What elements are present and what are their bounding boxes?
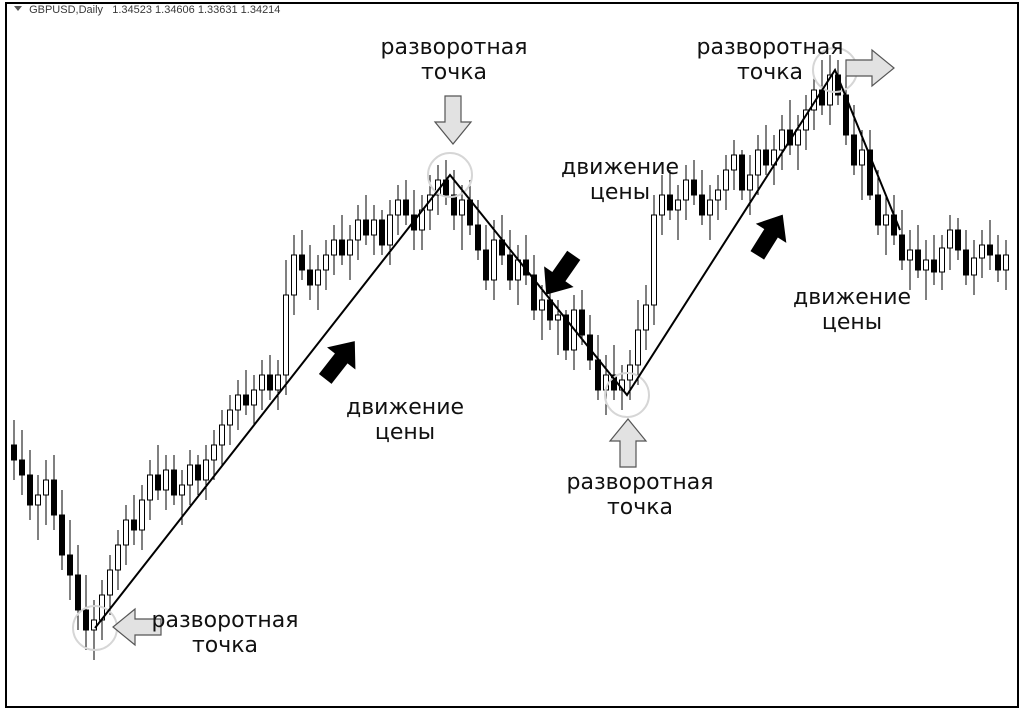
label-pivot-top-1: разворотнаяточка [381,35,528,86]
label-move-2: движениецены [561,155,679,206]
label-move-3: движениецены [793,285,911,336]
arr-move2-icon [531,245,588,305]
arr-pivot-top1-icon [435,96,471,144]
dropdown-icon[interactable] [14,6,22,11]
label-pivot-top-2: разворотнаяточка [697,35,844,86]
label-move-1: движениецены [346,395,464,446]
label-pivot-bottom-left: разворотнаяточка [152,608,299,659]
ticker-prices: 1.34523 1.34606 1.33631 1.34214 [112,4,280,16]
ticker-bar: GBPUSD,Daily 1.34523 1.34606 1.33631 1.3… [14,4,280,16]
ticker-symbol: GBPUSD,Daily [29,4,103,16]
chart-container: GBPUSD,Daily 1.34523 1.34606 1.33631 1.3… [0,0,1024,713]
label-pivot-bottom-2: разворотнаяточка [567,470,714,521]
price-chart [0,0,1024,713]
arr-move1-icon [311,330,369,390]
arr-pivot-bot2-icon [610,419,646,467]
